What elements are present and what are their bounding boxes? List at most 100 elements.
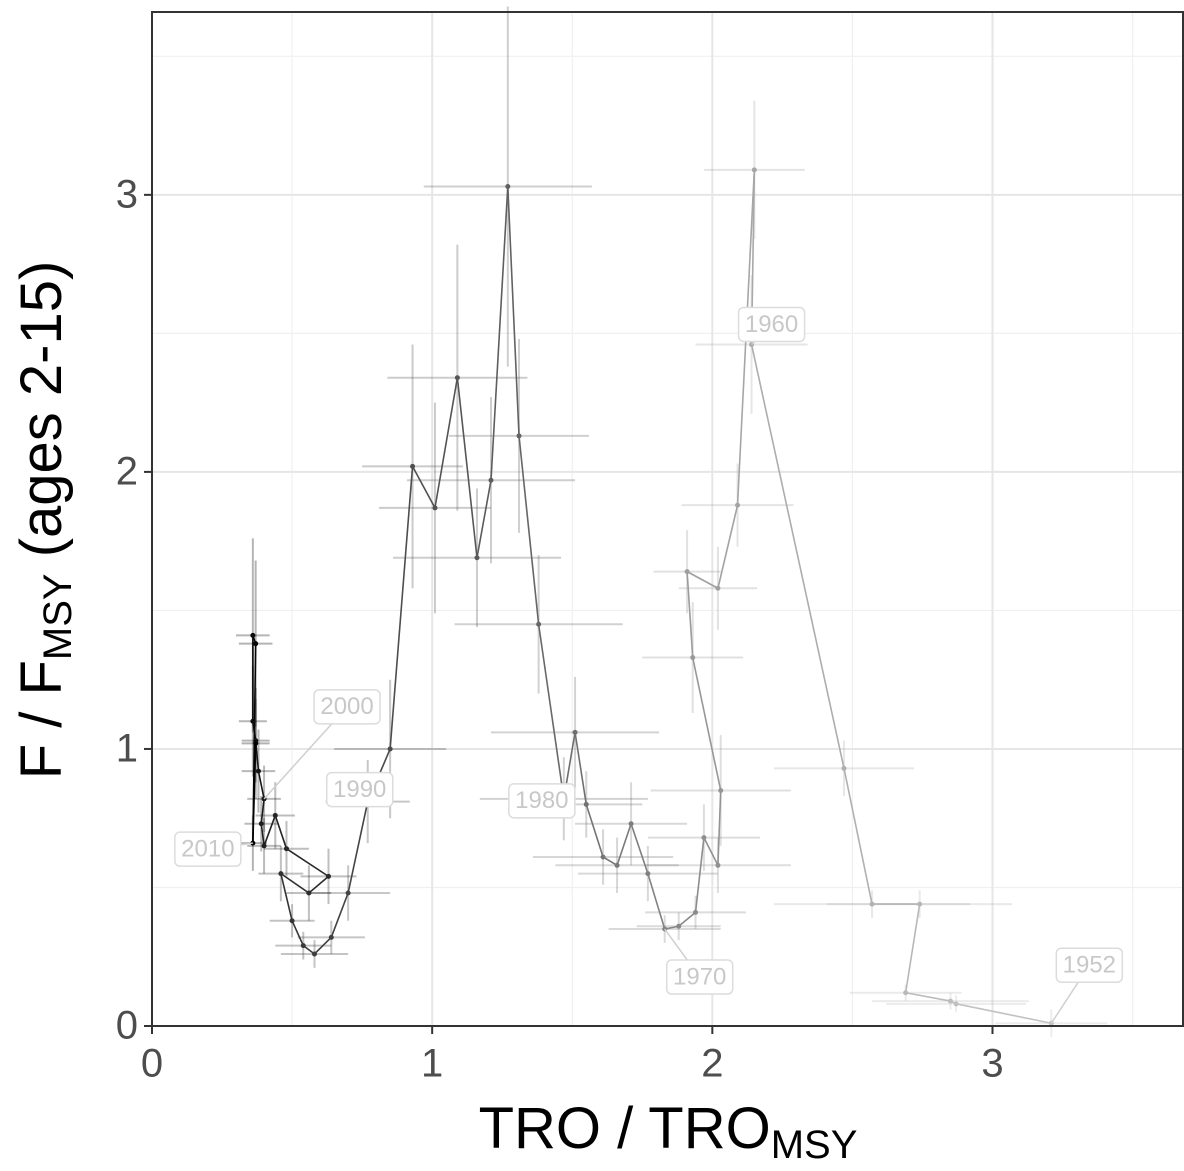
point xyxy=(676,923,682,929)
x-tick-label: 0 xyxy=(141,1042,163,1086)
annotation-box xyxy=(325,771,394,808)
x-tick-label: 2 xyxy=(701,1042,723,1086)
point xyxy=(690,655,696,661)
line-segment xyxy=(260,823,265,847)
point xyxy=(505,184,511,190)
line-segment xyxy=(490,186,509,481)
line-segment xyxy=(308,875,330,894)
line-segment xyxy=(616,823,632,866)
line-segment xyxy=(518,435,540,625)
point xyxy=(628,821,634,827)
line-segment xyxy=(602,856,618,866)
x-label-main: TRO / TRO xyxy=(479,1096,771,1161)
line-segment xyxy=(905,991,951,1002)
annotation-box xyxy=(737,306,806,343)
line-segment xyxy=(291,920,305,946)
point xyxy=(693,909,699,915)
y-tick-label: 3 xyxy=(116,172,138,216)
point xyxy=(345,890,351,896)
line-segment xyxy=(750,344,845,769)
point xyxy=(326,873,332,879)
line-segment xyxy=(585,804,604,858)
line-segment xyxy=(904,903,921,993)
line-segment xyxy=(507,186,520,436)
line-segment xyxy=(955,1003,1052,1025)
y-label-sub: MSY xyxy=(36,573,80,660)
line-segment xyxy=(347,801,369,894)
line-segment xyxy=(703,837,719,866)
y-label-main: F / F xyxy=(9,660,74,779)
point xyxy=(387,746,393,752)
x-axis-title: TRO / TROMSY xyxy=(479,1096,858,1166)
point xyxy=(272,812,278,818)
point xyxy=(432,505,438,511)
point xyxy=(410,463,416,469)
point xyxy=(947,998,953,1004)
line-segment xyxy=(678,911,697,927)
line-segment xyxy=(686,570,719,589)
point xyxy=(917,901,923,907)
point xyxy=(311,951,317,957)
annotation-label: 1970 xyxy=(673,963,726,990)
point xyxy=(454,375,460,381)
line-segment xyxy=(717,504,739,589)
annotation-label: 1952 xyxy=(1063,952,1116,979)
point xyxy=(253,641,259,647)
line-segment xyxy=(330,892,349,938)
point xyxy=(253,740,259,746)
annotation-label: 2010 xyxy=(181,835,234,862)
line-segment xyxy=(280,873,293,921)
line-segment xyxy=(691,657,722,791)
point xyxy=(536,621,542,627)
annotation-label: 1980 xyxy=(515,787,568,814)
line-segment xyxy=(313,936,332,955)
point xyxy=(701,835,707,841)
point xyxy=(306,890,312,896)
point xyxy=(250,718,256,724)
point xyxy=(684,569,690,575)
y-axis-title: F / FMSY (ages 2-15) xyxy=(9,261,79,780)
point xyxy=(953,1001,959,1007)
line-segment xyxy=(252,743,257,844)
line-segment xyxy=(647,873,666,930)
point xyxy=(474,555,480,561)
point xyxy=(283,846,289,852)
annotation-label: 1990 xyxy=(333,776,386,803)
line-segment xyxy=(686,571,694,658)
line-segment xyxy=(257,770,265,799)
point xyxy=(583,801,589,807)
line-segment xyxy=(274,815,288,849)
point xyxy=(250,632,256,638)
point xyxy=(903,990,909,996)
point xyxy=(255,768,261,774)
line-segment xyxy=(389,466,414,750)
line-segment xyxy=(537,624,565,799)
annotation-box xyxy=(665,959,734,995)
line-segment xyxy=(630,823,649,874)
annotation-box xyxy=(508,783,576,819)
point xyxy=(572,729,578,735)
point xyxy=(289,918,295,924)
line-segment xyxy=(434,377,459,509)
line-segment xyxy=(456,377,478,558)
line-segment xyxy=(694,837,705,913)
line-segment xyxy=(476,480,492,558)
x-tick-label: 3 xyxy=(981,1042,1003,1086)
point xyxy=(645,871,651,877)
point xyxy=(735,502,741,508)
line-segment xyxy=(843,768,873,905)
annotation-box xyxy=(174,831,242,867)
point xyxy=(841,765,847,771)
point xyxy=(300,943,306,949)
y-label-rest: (ages 2-15) xyxy=(9,261,74,574)
x-tick-label: 1 xyxy=(421,1042,443,1086)
line-segment xyxy=(263,815,277,847)
line-segment xyxy=(717,790,722,866)
point xyxy=(751,167,757,173)
y-tick-label: 1 xyxy=(116,727,138,771)
line-segment xyxy=(286,848,329,878)
line-segment xyxy=(574,732,588,805)
point xyxy=(516,433,522,439)
point xyxy=(600,854,606,860)
